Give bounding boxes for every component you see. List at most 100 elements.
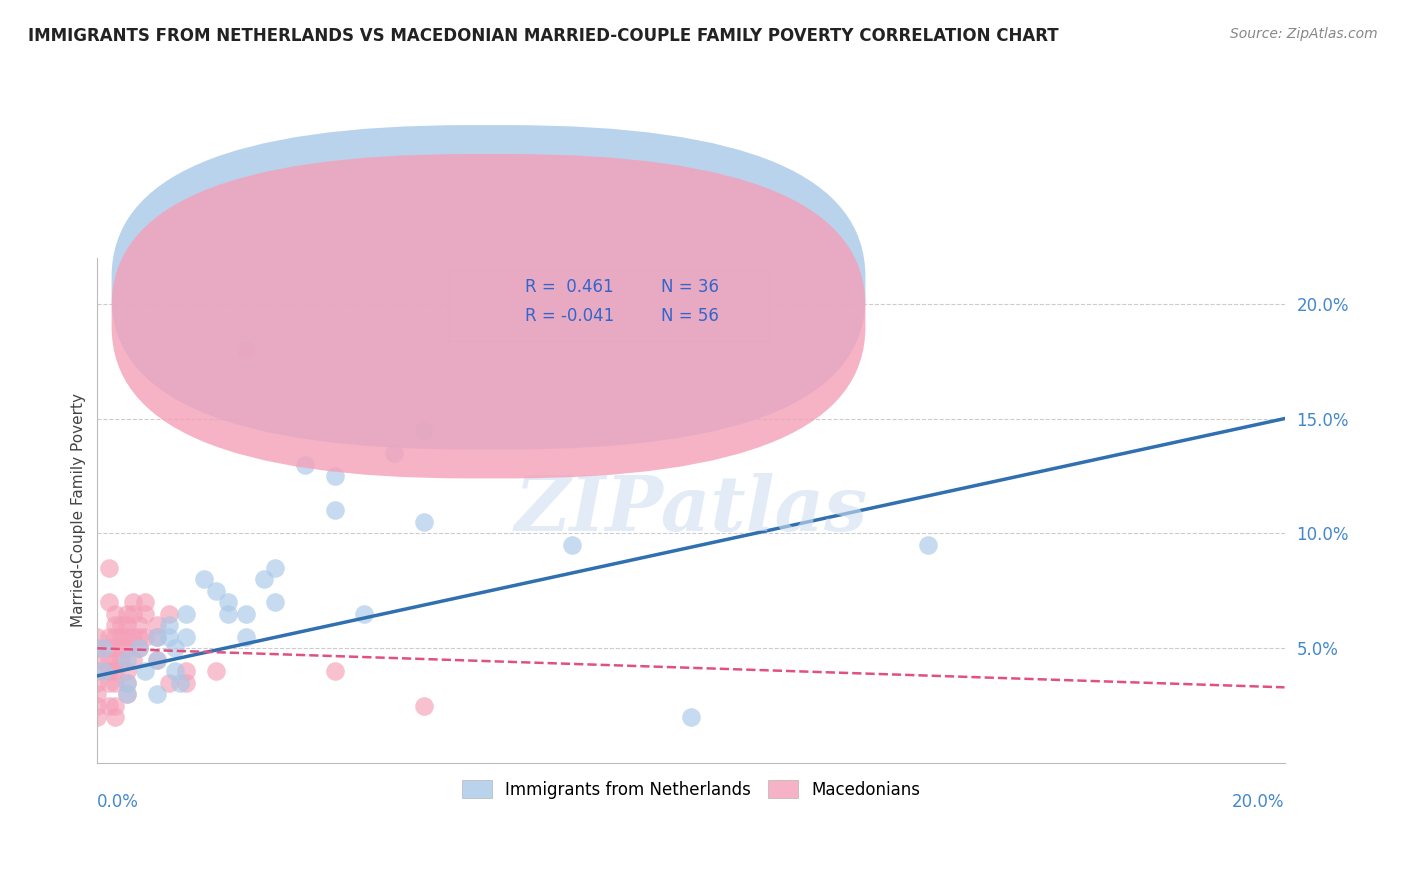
Point — [169, 675, 191, 690]
Point — [134, 630, 156, 644]
Point — [235, 630, 257, 644]
Point — [104, 618, 127, 632]
Text: ZIPatlas: ZIPatlas — [515, 474, 868, 548]
Point — [235, 607, 257, 621]
Point — [98, 595, 121, 609]
Point — [412, 698, 434, 713]
Point — [323, 469, 346, 483]
Point — [128, 618, 150, 632]
Point — [115, 675, 138, 690]
Point — [157, 675, 180, 690]
Point — [128, 630, 150, 644]
Point — [115, 618, 138, 632]
Point — [91, 641, 114, 656]
Point — [145, 630, 167, 644]
Point — [115, 665, 138, 679]
Point — [86, 665, 108, 679]
Point — [104, 665, 127, 679]
Point — [323, 665, 346, 679]
Point — [104, 675, 127, 690]
Point — [323, 503, 346, 517]
Point — [98, 675, 121, 690]
Point — [86, 653, 108, 667]
Point — [86, 687, 108, 701]
FancyBboxPatch shape — [111, 154, 866, 478]
Text: R =  0.461: R = 0.461 — [524, 278, 613, 296]
Point — [115, 675, 138, 690]
Point — [115, 607, 138, 621]
Point — [104, 710, 127, 724]
Text: N = 36: N = 36 — [661, 278, 720, 296]
Text: 0.0%: 0.0% — [97, 794, 139, 812]
Point — [134, 595, 156, 609]
Point — [412, 515, 434, 529]
Point — [193, 573, 215, 587]
Point — [134, 607, 156, 621]
Point — [104, 653, 127, 667]
Point — [176, 665, 198, 679]
Point — [104, 630, 127, 644]
Y-axis label: Married-Couple Family Poverty: Married-Couple Family Poverty — [72, 393, 86, 627]
Point — [145, 618, 167, 632]
Point — [104, 607, 127, 621]
Text: N = 56: N = 56 — [661, 307, 718, 326]
Point — [98, 665, 121, 679]
Point — [917, 538, 939, 552]
Point — [98, 561, 121, 575]
Point — [217, 607, 239, 621]
Point — [382, 446, 405, 460]
Point — [115, 653, 138, 667]
Point — [110, 653, 132, 667]
Point — [145, 653, 167, 667]
Point — [157, 618, 180, 632]
Point — [205, 583, 228, 598]
Point — [157, 607, 180, 621]
Point — [98, 630, 121, 644]
Point — [86, 641, 108, 656]
Point — [264, 561, 287, 575]
Point — [98, 698, 121, 713]
Point — [115, 630, 138, 644]
Point — [145, 687, 167, 701]
Point — [122, 653, 145, 667]
FancyBboxPatch shape — [447, 270, 768, 341]
Point — [98, 653, 121, 667]
Point — [157, 630, 180, 644]
Point — [205, 665, 228, 679]
Point — [264, 595, 287, 609]
Point — [86, 675, 108, 690]
Point — [176, 630, 198, 644]
Point — [86, 630, 108, 644]
Point — [110, 641, 132, 656]
Point — [176, 607, 198, 621]
Point — [115, 641, 138, 656]
Point — [110, 618, 132, 632]
Text: IMMIGRANTS FROM NETHERLANDS VS MACEDONIAN MARRIED-COUPLE FAMILY POVERTY CORRELAT: IMMIGRANTS FROM NETHERLANDS VS MACEDONIA… — [28, 27, 1059, 45]
Point — [134, 665, 156, 679]
Point — [91, 665, 114, 679]
Point — [115, 687, 138, 701]
Point — [679, 710, 702, 724]
Point — [86, 710, 108, 724]
Text: Source: ZipAtlas.com: Source: ZipAtlas.com — [1230, 27, 1378, 41]
Point — [86, 698, 108, 713]
Point — [412, 423, 434, 437]
Point — [122, 607, 145, 621]
FancyBboxPatch shape — [111, 125, 866, 450]
Point — [252, 573, 274, 587]
Point — [128, 641, 150, 656]
Point — [110, 630, 132, 644]
Text: R = -0.041: R = -0.041 — [524, 307, 614, 326]
Point — [561, 538, 583, 552]
Legend: Immigrants from Netherlands, Macedonians: Immigrants from Netherlands, Macedonians — [456, 774, 927, 805]
Point — [217, 595, 239, 609]
Point — [128, 641, 150, 656]
Point — [163, 665, 186, 679]
Point — [98, 641, 121, 656]
Point — [294, 458, 316, 472]
Point — [145, 630, 167, 644]
Point — [122, 630, 145, 644]
Point — [176, 675, 198, 690]
Point — [115, 687, 138, 701]
Point — [145, 653, 167, 667]
